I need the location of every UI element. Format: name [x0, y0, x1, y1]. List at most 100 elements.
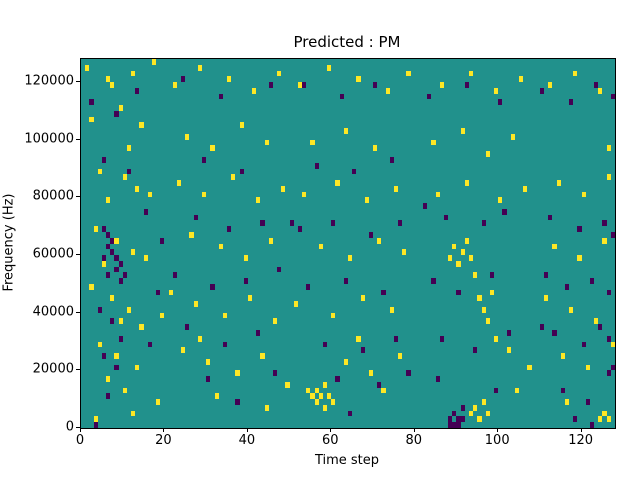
heatmap-cell-low — [348, 410, 353, 417]
heatmap-cell-low — [314, 162, 319, 169]
x-tick-label: 0 — [75, 433, 85, 448]
heatmap-cell-low — [548, 214, 553, 221]
heatmap-cell-low — [227, 226, 232, 232]
heatmap-cell-low — [368, 231, 374, 238]
heatmap-cell-high — [439, 82, 444, 88]
heatmap-cell-high — [456, 260, 461, 267]
heatmap-cell-high — [585, 364, 590, 371]
heatmap-cell-low — [106, 272, 111, 279]
heatmap-cell-high — [297, 82, 303, 88]
heatmap-cell-low — [172, 272, 177, 279]
heatmap-cell-high — [577, 255, 582, 261]
heatmap-cell-low — [373, 82, 378, 88]
heatmap-cell-high — [314, 399, 319, 405]
x-tick-label: 40 — [238, 433, 256, 448]
y-tick-label: 80000 — [32, 188, 74, 204]
heatmap-cell-low — [302, 82, 307, 88]
heatmap-cell-high — [327, 64, 332, 71]
heatmap-cell-high — [135, 185, 140, 192]
heatmap-cell-low — [594, 82, 599, 88]
heatmap-cell-low — [598, 324, 603, 330]
heatmap-cell-low — [448, 422, 453, 428]
heatmap-cell-low — [506, 329, 511, 336]
heatmap-cell-high — [606, 145, 611, 152]
heatmap-cell-high — [151, 59, 157, 65]
heatmap-cell-low — [118, 260, 123, 267]
heatmap-cell-high — [335, 180, 340, 186]
heatmap-cell-low — [494, 387, 499, 394]
heatmap-cell-low — [181, 76, 186, 83]
heatmap-cell-high — [364, 197, 369, 204]
heatmap-cell-high — [285, 381, 290, 388]
heatmap-cell-low — [564, 283, 570, 290]
heatmap-cell-high — [368, 370, 374, 377]
heatmap-cell-high — [139, 324, 144, 330]
heatmap-cell-high — [581, 191, 586, 198]
heatmap-cell-high — [485, 410, 490, 417]
heatmap-cell-low — [126, 168, 132, 175]
heatmap-cell-low — [110, 318, 115, 325]
y-tick-mark — [76, 254, 80, 256]
heatmap-cell-low — [256, 329, 261, 336]
heatmap-cell-high — [606, 174, 611, 181]
heatmap-cell-high — [602, 237, 607, 244]
heatmap-cell-high — [310, 393, 315, 400]
heatmap-cell-high — [281, 185, 286, 192]
y-tick-mark — [76, 311, 80, 313]
heatmap-cell-low — [243, 278, 248, 284]
y-axis-label: Frequency (Hz) — [1, 193, 17, 292]
heatmap-cell-high — [356, 335, 361, 342]
heatmap-cell-high — [514, 387, 520, 394]
heatmap-cell-high — [218, 243, 223, 250]
heatmap-cell-high — [468, 255, 474, 261]
y-tick-mark — [76, 369, 80, 371]
heatmap-cell-high — [477, 295, 482, 302]
heatmap-cell-high — [498, 197, 503, 204]
heatmap-cell-high — [252, 87, 257, 94]
heatmap-cell-high — [606, 416, 611, 423]
heatmap-cell-low — [156, 289, 161, 296]
heatmap-cell-low — [460, 416, 465, 423]
heatmap-cell-low — [552, 329, 557, 336]
heatmap-cell-high — [210, 145, 215, 152]
heatmap-cell-high — [264, 404, 269, 411]
heatmap-cell-low — [118, 335, 123, 342]
heatmap-cell-high — [239, 122, 244, 129]
x-tick-mark — [497, 428, 499, 432]
heatmap-cell-high — [327, 393, 332, 400]
heatmap-cell-high — [231, 174, 236, 181]
heatmap-cell-low — [452, 422, 457, 428]
heatmap-cell-high — [172, 82, 177, 88]
heatmap-cell-low — [185, 324, 190, 330]
heatmap-cell-high — [494, 87, 499, 94]
heatmap-cell-high — [272, 318, 278, 325]
heatmap-cell-high — [122, 174, 127, 181]
heatmap-cell-high — [318, 393, 323, 400]
heatmap-cell-low — [589, 422, 595, 428]
heatmap-cell-high — [552, 243, 557, 250]
heatmap-cell-high — [243, 255, 248, 261]
heatmap-cell-low — [306, 283, 311, 290]
heatmap-cell-low — [114, 255, 119, 261]
heatmap-cell-high — [560, 353, 565, 359]
heatmap-cell-low — [460, 404, 465, 411]
heatmap-cell-low — [573, 416, 578, 423]
heatmap-cell-high — [160, 312, 165, 319]
heatmap-cell-high — [489, 289, 495, 296]
heatmap-cell-low — [335, 376, 340, 382]
heatmap-cell-high — [168, 289, 173, 296]
heatmap-cell-low — [610, 93, 615, 100]
heatmap-cell-high — [331, 312, 336, 319]
heatmap-cell-high — [93, 416, 98, 423]
heatmap-cell-high — [544, 295, 549, 302]
heatmap-cell-high — [118, 105, 123, 111]
heatmap-cell-high — [431, 139, 436, 146]
y-tick-label: 60000 — [32, 246, 74, 262]
heatmap-cell-high — [126, 145, 132, 152]
heatmap-cell-low — [443, 214, 449, 221]
heatmap-cell-high — [293, 301, 298, 307]
heatmap-cell-high — [468, 70, 474, 77]
heatmap-cell-high — [573, 70, 578, 77]
heatmap-cell-low — [110, 237, 115, 244]
heatmap-cell-low — [389, 157, 394, 163]
